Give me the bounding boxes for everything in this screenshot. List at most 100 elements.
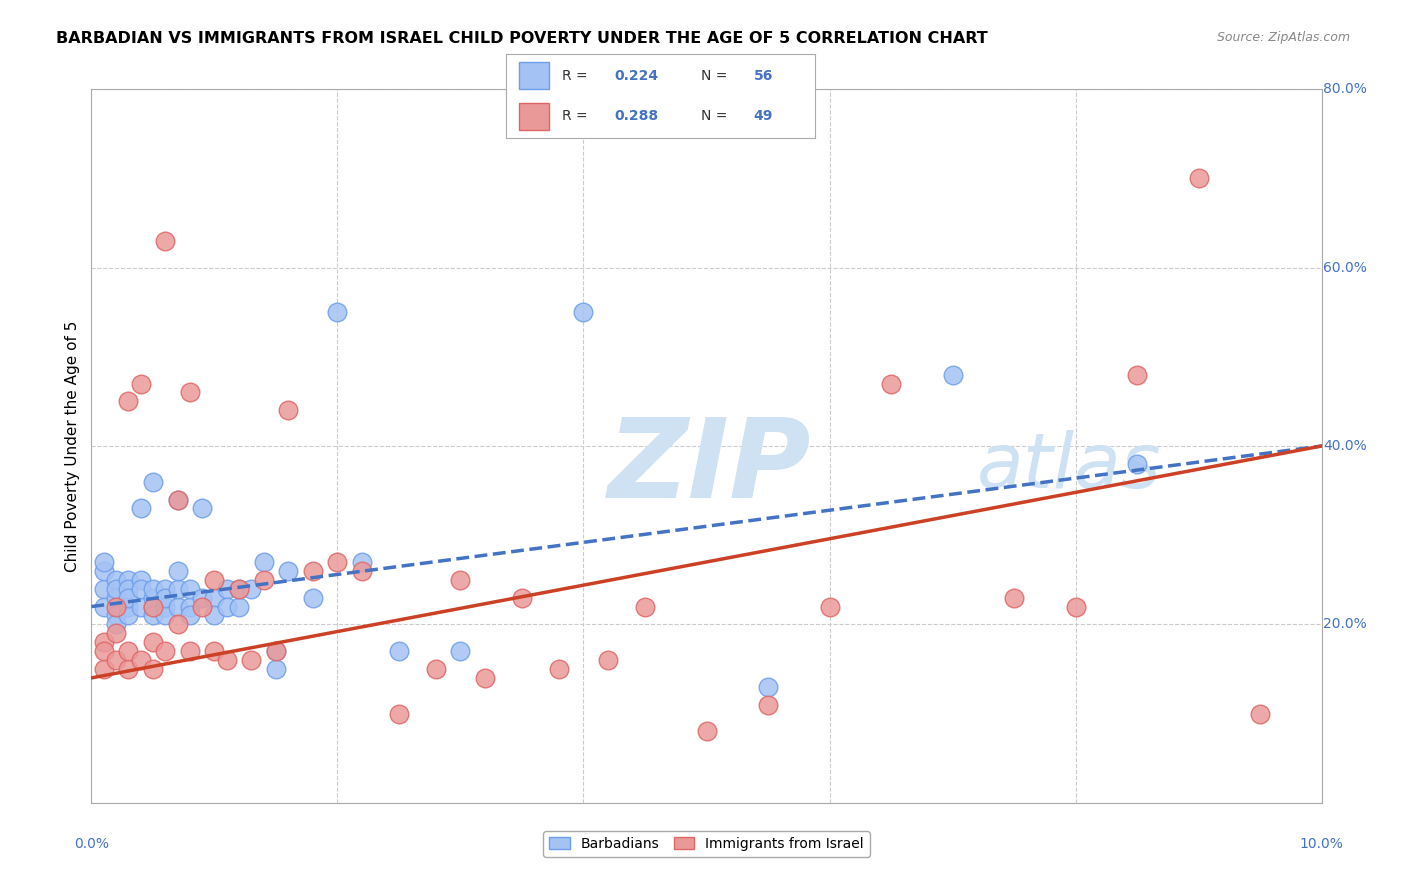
Point bbox=[166, 582, 188, 596]
Point bbox=[117, 591, 139, 605]
Point bbox=[547, 662, 569, 676]
Text: 20.0%: 20.0% bbox=[1323, 617, 1367, 632]
Text: N =: N = bbox=[702, 109, 731, 123]
Point bbox=[105, 626, 127, 640]
Point bbox=[1126, 368, 1149, 382]
Point bbox=[301, 591, 323, 605]
Point bbox=[153, 644, 177, 658]
Point bbox=[117, 573, 139, 587]
Point bbox=[142, 662, 165, 676]
Point bbox=[1002, 591, 1025, 605]
Point bbox=[105, 591, 127, 605]
Point bbox=[596, 653, 619, 667]
Point bbox=[942, 368, 965, 382]
Point bbox=[117, 599, 139, 614]
Text: N =: N = bbox=[702, 69, 731, 83]
Point bbox=[191, 501, 214, 516]
Point bbox=[129, 573, 152, 587]
Text: 80.0%: 80.0% bbox=[1323, 82, 1367, 96]
Text: 0.288: 0.288 bbox=[614, 109, 658, 123]
Point bbox=[264, 644, 287, 658]
Point bbox=[166, 617, 188, 632]
Point bbox=[449, 573, 471, 587]
FancyBboxPatch shape bbox=[519, 62, 550, 89]
Point bbox=[117, 644, 139, 658]
Point bbox=[277, 403, 299, 417]
Point bbox=[105, 599, 127, 614]
Point bbox=[153, 234, 177, 248]
Point bbox=[696, 724, 718, 739]
Text: atlas: atlas bbox=[977, 431, 1161, 504]
Point bbox=[93, 644, 115, 658]
Point bbox=[93, 564, 115, 578]
Point bbox=[253, 555, 276, 569]
Point bbox=[93, 599, 115, 614]
Point bbox=[142, 599, 165, 614]
Point bbox=[388, 706, 411, 721]
Point bbox=[572, 305, 595, 319]
Point bbox=[129, 376, 152, 391]
Point bbox=[756, 680, 779, 694]
Point bbox=[474, 671, 496, 685]
Point bbox=[117, 394, 139, 409]
Text: ZIP: ZIP bbox=[607, 414, 811, 521]
Text: 40.0%: 40.0% bbox=[1323, 439, 1367, 453]
Text: 60.0%: 60.0% bbox=[1323, 260, 1367, 275]
Point bbox=[326, 305, 349, 319]
Point bbox=[179, 385, 201, 400]
Point bbox=[179, 644, 201, 658]
Point bbox=[166, 564, 188, 578]
Legend: Barbadians, Immigrants from Israel: Barbadians, Immigrants from Israel bbox=[543, 831, 870, 856]
Point bbox=[880, 376, 903, 391]
Point bbox=[202, 573, 225, 587]
Point bbox=[153, 582, 177, 596]
Point bbox=[117, 662, 139, 676]
Point bbox=[166, 599, 188, 614]
Point bbox=[228, 582, 250, 596]
Point bbox=[129, 653, 152, 667]
Point bbox=[202, 591, 225, 605]
Point bbox=[142, 599, 165, 614]
Text: 49: 49 bbox=[754, 109, 773, 123]
Point bbox=[215, 599, 238, 614]
Point bbox=[93, 582, 115, 596]
Point bbox=[93, 635, 115, 649]
Point bbox=[388, 644, 411, 658]
Point bbox=[142, 608, 165, 623]
FancyBboxPatch shape bbox=[519, 103, 550, 130]
Point bbox=[510, 591, 533, 605]
Point bbox=[166, 492, 188, 507]
Point bbox=[202, 644, 225, 658]
Text: 0.0%: 0.0% bbox=[75, 837, 108, 851]
Point bbox=[240, 653, 263, 667]
Text: R =: R = bbox=[562, 69, 592, 83]
Y-axis label: Child Poverty Under the Age of 5: Child Poverty Under the Age of 5 bbox=[65, 320, 80, 572]
Point bbox=[153, 608, 177, 623]
Point bbox=[1064, 599, 1087, 614]
Point bbox=[105, 573, 127, 587]
Point bbox=[449, 644, 471, 658]
Point bbox=[179, 582, 201, 596]
Point bbox=[153, 599, 177, 614]
Point bbox=[264, 644, 287, 658]
Text: BARBADIAN VS IMMIGRANTS FROM ISRAEL CHILD POVERTY UNDER THE AGE OF 5 CORRELATION: BARBADIAN VS IMMIGRANTS FROM ISRAEL CHIL… bbox=[56, 31, 988, 46]
Text: Source: ZipAtlas.com: Source: ZipAtlas.com bbox=[1216, 31, 1350, 45]
Text: 10.0%: 10.0% bbox=[1299, 837, 1344, 851]
Point bbox=[191, 599, 214, 614]
Point bbox=[153, 591, 177, 605]
Point bbox=[105, 617, 127, 632]
Point bbox=[191, 591, 214, 605]
Point bbox=[166, 492, 188, 507]
Point bbox=[105, 608, 127, 623]
Point bbox=[228, 582, 250, 596]
Point bbox=[264, 662, 287, 676]
Point bbox=[425, 662, 447, 676]
Text: 0.224: 0.224 bbox=[614, 69, 658, 83]
Point bbox=[1126, 457, 1149, 471]
Point bbox=[105, 653, 127, 667]
Point bbox=[253, 573, 276, 587]
Text: R =: R = bbox=[562, 109, 592, 123]
Point bbox=[350, 564, 373, 578]
Point bbox=[117, 582, 139, 596]
Point bbox=[93, 555, 115, 569]
